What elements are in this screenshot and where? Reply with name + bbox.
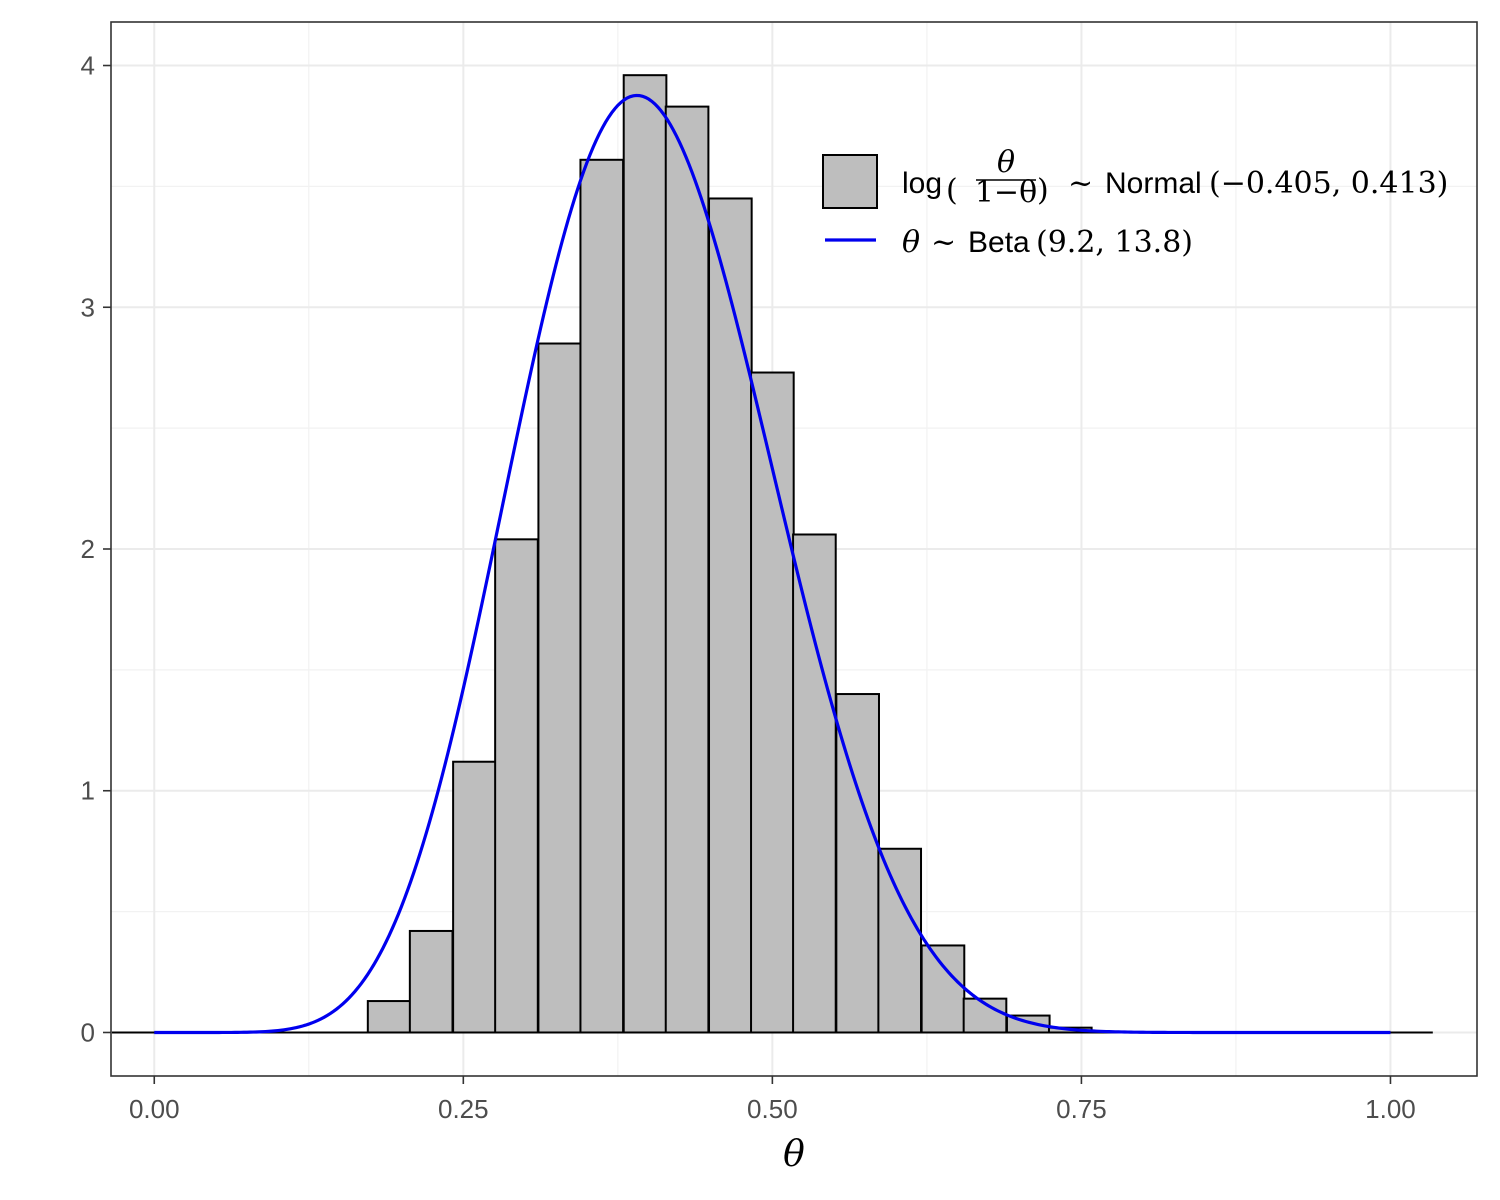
histogram-bar-12 (622, 74, 668, 1034)
legend-key-histogram (822, 154, 878, 209)
x-tick-label-3: 0.75 (1056, 1094, 1107, 1124)
legend-fraction-denominator: 1−θ (975, 175, 1037, 210)
legend-tilde: ~ (1068, 166, 1093, 201)
histogram-bar-19 (920, 944, 966, 1034)
legend-params-normal: (−0.405, 0.413) (1209, 166, 1448, 201)
x-tick-label-2: 0.50 (747, 1094, 798, 1124)
legend-paren-right: ) (1037, 173, 1049, 208)
legend-entry-histogram: log ( θ 1−θ ) ~ Normal (−0.405, 0.413) (902, 145, 1448, 210)
y-tick-label-3: 3 (81, 292, 95, 322)
legend-params-beta: (9.2, 13.8) (1036, 225, 1193, 260)
x-axis-ticks: 0.00 0.25 0.50 0.75 1.00 (129, 1076, 1416, 1124)
legend-dist-beta: Beta (968, 226, 1030, 259)
histogram-bars (366, 74, 1093, 1034)
histogram-bar-16 (792, 533, 837, 1034)
x-tick-label-4: 1.00 (1365, 1094, 1416, 1124)
x-tick-label-0: 0.00 (129, 1094, 180, 1124)
y-tick-label-2: 2 (81, 534, 95, 564)
y-tick-label-0: 0 (81, 1017, 95, 1047)
y-axis-ticks: 0 1 2 3 4 (81, 51, 111, 1047)
histogram-bar-7 (408, 929, 454, 1034)
histogram-bar-6 (366, 1000, 412, 1034)
histogram-bar-17 (835, 693, 880, 1034)
legend-tilde-2: ~ (931, 225, 956, 260)
legend-label-log: log (902, 167, 942, 200)
histogram-bar-14 (708, 197, 753, 1034)
histogram-bar-10 (537, 342, 583, 1034)
x-axis-label: θ (783, 1134, 805, 1175)
x-tick-label-1: 0.25 (438, 1094, 489, 1124)
legend-dist-normal: Normal (1105, 167, 1202, 200)
y-tick-label-4: 4 (81, 51, 95, 81)
legend-paren-left: ( (946, 173, 958, 208)
legend-fraction-numerator: θ (997, 145, 1015, 180)
histogram-bar-8 (452, 760, 497, 1034)
legend-entry-curve: θ ~ Beta (9.2, 13.8) (902, 225, 1193, 260)
legend: log ( θ 1−θ ) ~ Normal (−0.405, 0.413) θ… (822, 145, 1448, 260)
histogram-bar-13 (664, 105, 710, 1034)
histogram-bar-9 (494, 538, 539, 1034)
histogram-bar-11 (579, 158, 625, 1034)
beta-density-curve (154, 93, 1391, 1035)
legend-label-theta: θ (902, 225, 920, 260)
histogram-bar-18 (877, 847, 923, 1034)
y-tick-label-1: 1 (81, 776, 95, 806)
